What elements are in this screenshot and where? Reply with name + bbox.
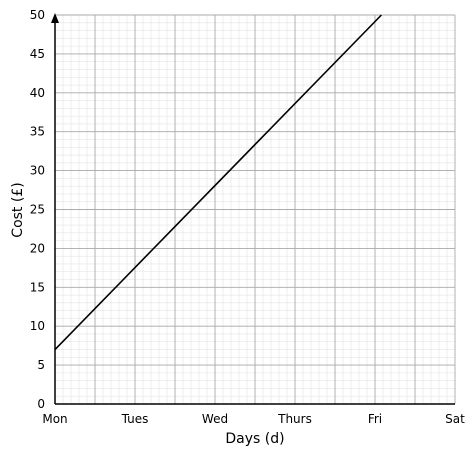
axes <box>51 13 455 405</box>
major-grid <box>54 14 456 405</box>
y-tick-label: 5 <box>37 358 45 372</box>
series-line <box>54 14 382 351</box>
x-tick-labels: Mon Tues Wed Thurs Fri Sat <box>42 412 465 426</box>
y-tick-label: 35 <box>30 125 45 139</box>
y-axis-label: Cost (£) <box>10 182 26 237</box>
y-tick-label: 25 <box>30 203 45 217</box>
x-tick-label: Mon <box>42 412 67 426</box>
y-axis-arrow <box>51 13 59 23</box>
y-tick-label: 50 <box>30 8 45 22</box>
y-tick-labels: 0 5 10 15 20 25 30 35 40 45 50 <box>30 8 45 411</box>
y-tick-label: 10 <box>30 319 45 333</box>
x-tick-label: Sat <box>445 412 465 426</box>
x-tick-label: Fri <box>368 412 382 426</box>
y-tick-label: 30 <box>30 164 45 178</box>
y-tick-label: 45 <box>30 47 45 61</box>
x-tick-label: Wed <box>202 412 228 426</box>
x-axis-label: Days (d) <box>225 431 284 447</box>
y-tick-label: 20 <box>30 241 45 255</box>
x-tick-label: Tues <box>121 412 149 426</box>
series-layer <box>54 14 382 351</box>
y-tick-label: 15 <box>30 280 45 294</box>
y-tick-label: 0 <box>37 397 45 411</box>
y-tick-label: 40 <box>30 86 45 100</box>
x-tick-label: Thurs <box>277 412 312 426</box>
